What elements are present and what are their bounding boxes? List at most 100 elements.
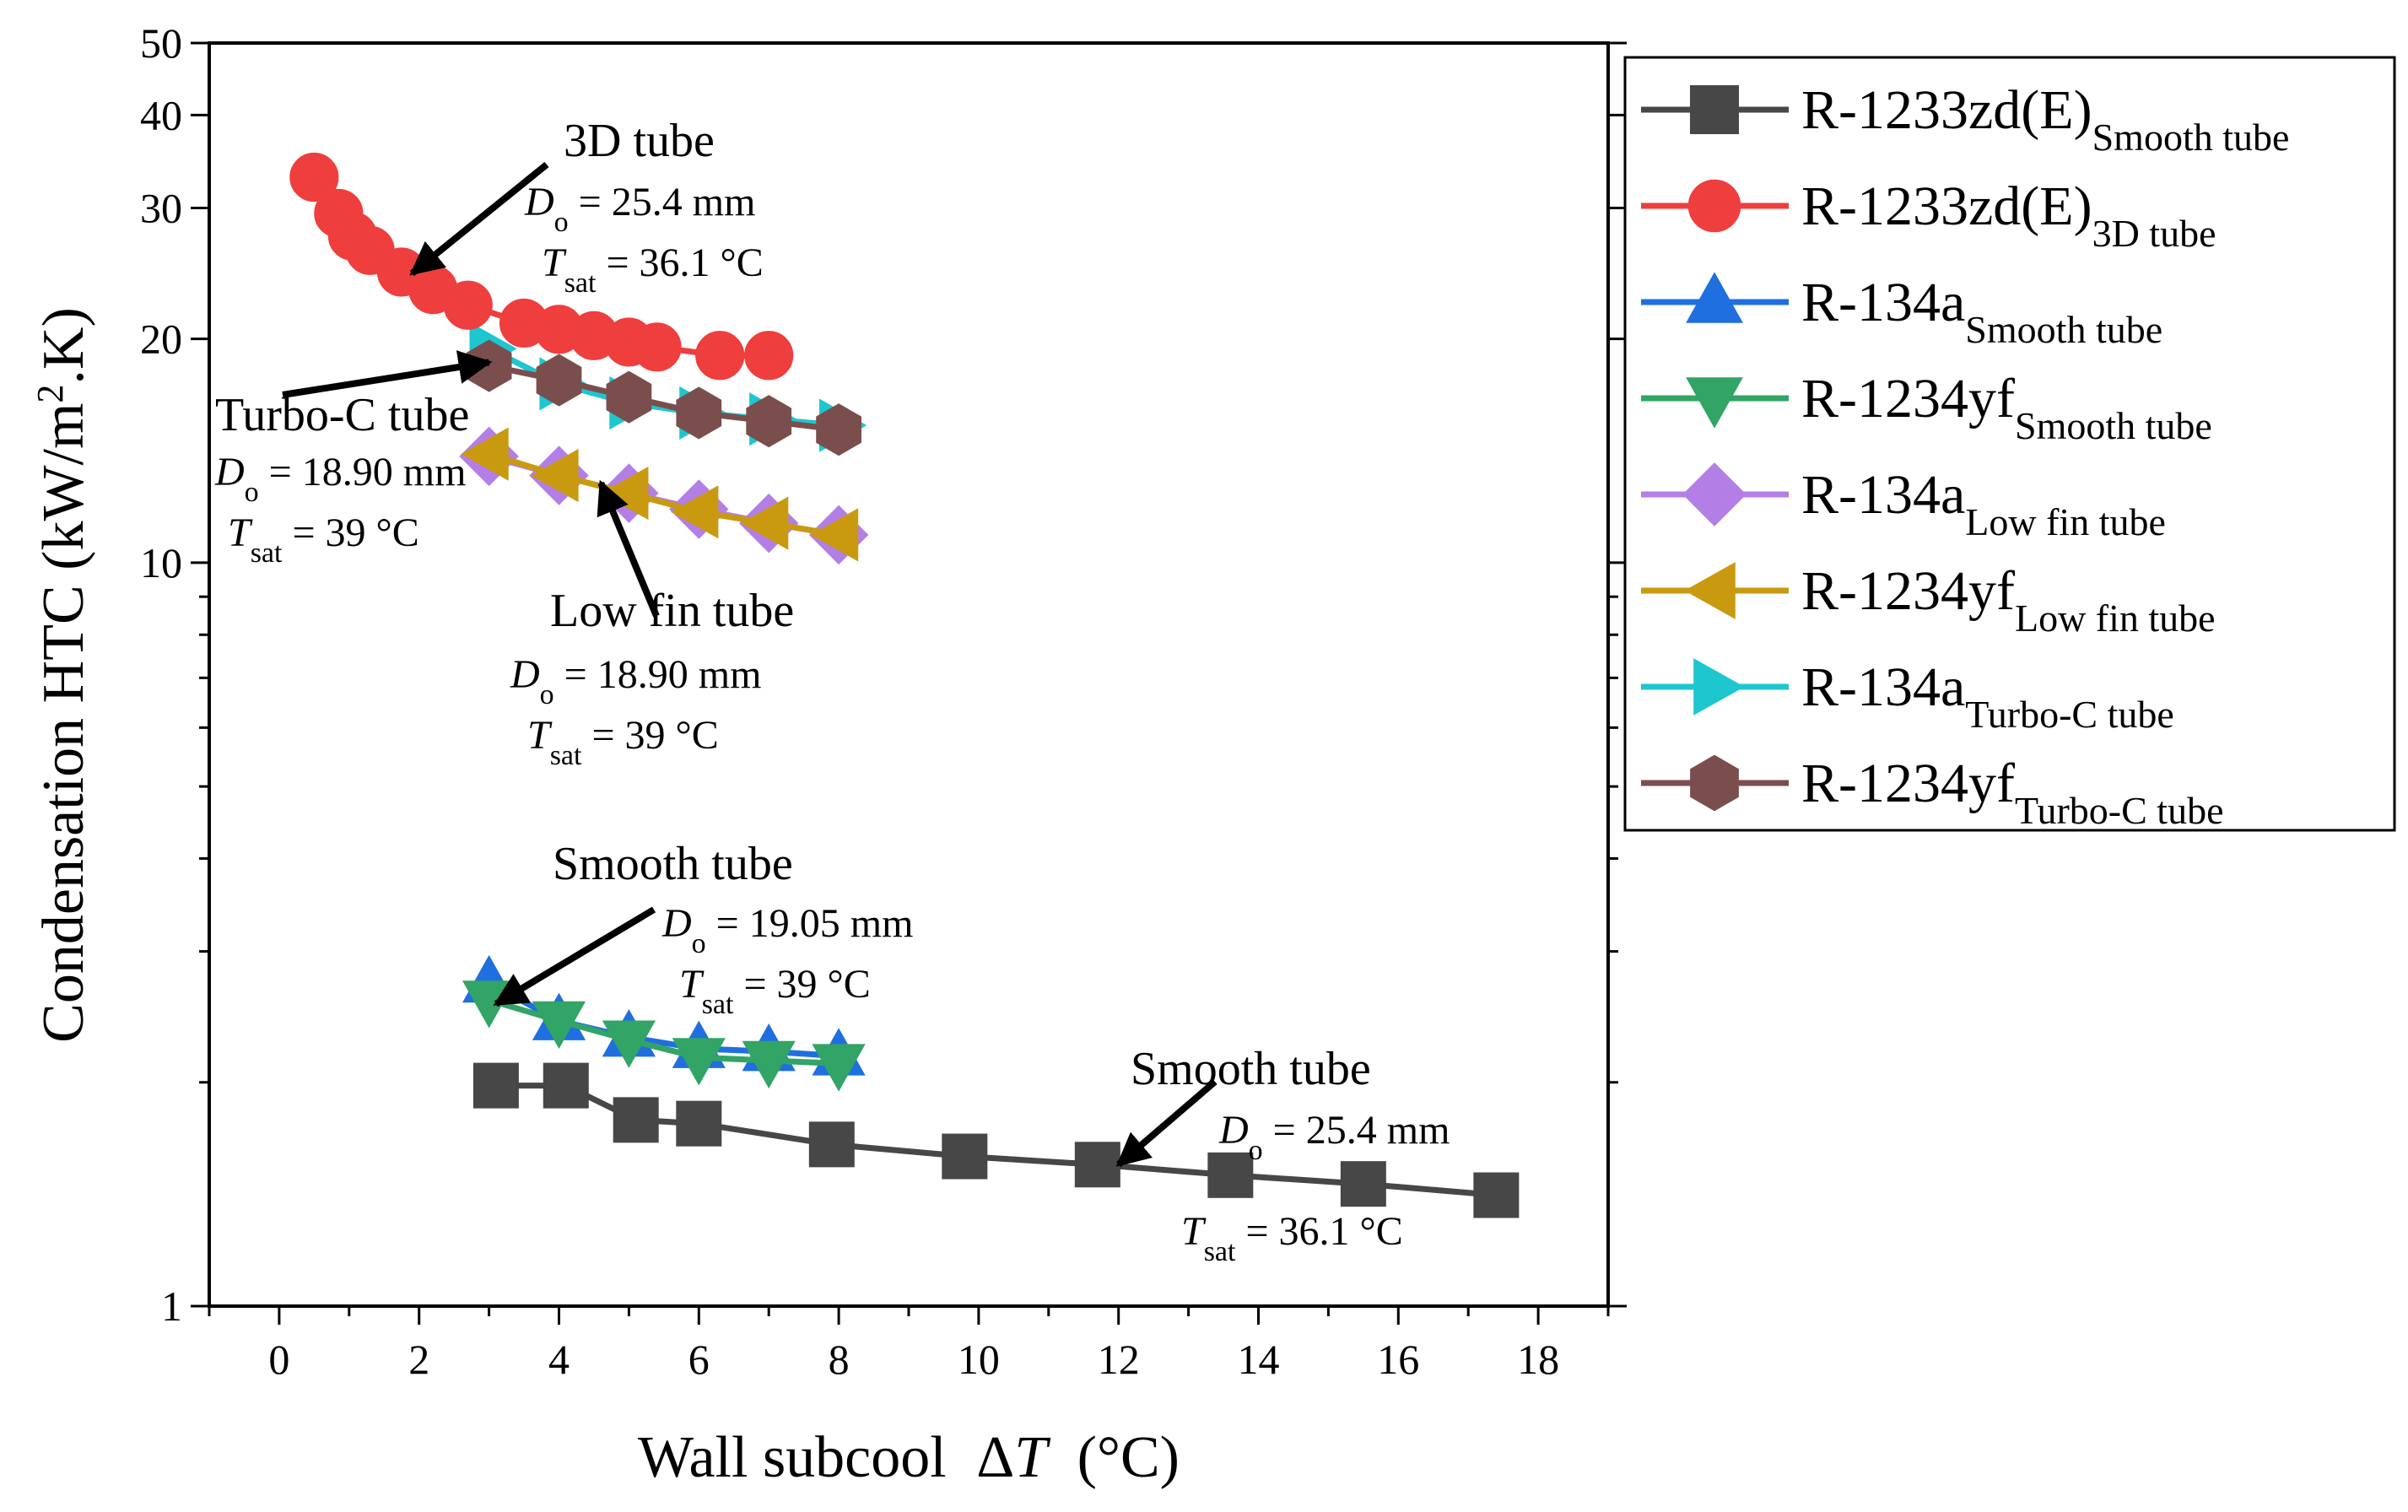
data-point	[532, 1001, 586, 1050]
annotation-line: Tsat = 39 °C	[527, 713, 719, 771]
annotation-line: Tsat = 36.1 °C	[542, 240, 764, 299]
x-tick-label: 4	[548, 1336, 570, 1383]
data-point	[812, 1044, 866, 1092]
x-axis-title-text: Wall subcool	[638, 1425, 947, 1490]
data-point	[676, 1100, 722, 1147]
legend-label: R-1234yfTurbo-C tube	[1801, 753, 2223, 832]
annotation-line: Do = 18.90 mm	[510, 652, 761, 710]
annotation-line: Do = 25.4 mm	[1218, 1108, 1450, 1166]
legend: R-1233zd(E)Smooth tube R-1233zd(E)3D tube…	[1641, 79, 2289, 832]
data-point	[808, 1121, 855, 1168]
data-point	[942, 1133, 988, 1180]
data-point	[1686, 377, 1743, 429]
annotation-title: Smooth tube	[553, 838, 793, 890]
data-point	[1473, 1172, 1520, 1218]
legend-item-6: R-134aTurbo-C tube	[1641, 656, 2174, 736]
series-1	[289, 152, 794, 381]
legend-label: R-1233zd(E)3D tube	[1801, 176, 2216, 255]
annotation-title: Smooth tube	[1131, 1043, 1371, 1095]
data-point	[1682, 462, 1747, 526]
data-point	[543, 1062, 589, 1109]
legend-label: R-1234yfLow fin tube	[1801, 560, 2216, 640]
series-4	[459, 426, 869, 565]
data-point	[1693, 658, 1745, 716]
data-point	[744, 331, 794, 381]
data-point	[1207, 1152, 1254, 1198]
data-point	[695, 331, 745, 381]
data-point	[742, 1040, 796, 1089]
data-point	[1690, 754, 1739, 812]
data-point	[816, 403, 861, 456]
y-tick-label: 40	[140, 91, 182, 138]
legend-box	[1623, 56, 2396, 832]
data-point	[443, 280, 493, 330]
data-point	[1690, 85, 1739, 134]
annotation-arrow	[409, 161, 549, 277]
legend-label: R-134aSmooth tube	[1801, 272, 2162, 351]
annotation-line: Do = 25.4 mm	[524, 180, 755, 238]
data-point	[606, 370, 652, 424]
annotation-arrow	[1115, 1078, 1217, 1168]
data-point	[740, 496, 789, 550]
legend-item-4: R-134aLow fin tube	[1641, 462, 2166, 543]
y-axis-title-end: .K)	[31, 307, 96, 384]
x-tick-label: 6	[688, 1336, 710, 1383]
legend-label: R-134aLow fin tube	[1801, 464, 2166, 543]
x-tick-label: 14	[1238, 1336, 1280, 1383]
data-point	[676, 386, 722, 440]
annotation-smooth-r1233: Smooth tube Do = 25.4 mm Tsat = 36.1 °C	[1115, 1043, 1450, 1267]
data-point	[671, 485, 719, 539]
legend-label: R-134aTurbo-C tube	[1801, 656, 2174, 736]
annotation-arrow	[493, 906, 656, 1007]
x-tick-label: 2	[408, 1336, 429, 1383]
annotation-line: Tsat = 39 °C	[228, 510, 419, 569]
y-tick-label: 1	[161, 1282, 182, 1330]
annotation-title: Low fin tube	[550, 585, 794, 637]
annotation-line: Do = 18.90 mm	[214, 450, 466, 508]
legend-item-0: R-1233zd(E)Smooth tube	[1641, 79, 2289, 159]
x-tick-label: 10	[958, 1336, 1000, 1383]
data-point	[810, 508, 859, 562]
legend-item-2: R-134aSmooth tube	[1641, 272, 2162, 351]
data-point	[672, 1038, 726, 1086]
data-point	[613, 1097, 659, 1143]
series-line	[495, 1083, 1497, 1198]
annotation-title: Turbo-C tube	[215, 389, 469, 441]
y-axis-title-sup: 2	[30, 385, 71, 403]
series-0	[472, 1062, 1520, 1218]
y-tick-label: 10	[140, 539, 182, 586]
x-tick-label: 18	[1517, 1336, 1559, 1383]
axis-ticks: 0 2 4 6 8 10 12 14 16 18 1 10 20 30 40 50	[140, 19, 1627, 1383]
x-axis-title-unit: (°C)	[1077, 1425, 1180, 1490]
annotation-title: 3D tube	[564, 115, 715, 167]
data-point	[1074, 1142, 1120, 1188]
legend-label: R-1233zd(E)Smooth tube	[1801, 79, 2289, 159]
annotation-line: Tsat = 39 °C	[679, 962, 871, 1020]
series-layer	[289, 152, 1520, 1218]
data-point	[746, 395, 792, 448]
y-axis-title: Condensation HTC (kW/m2.K)	[30, 307, 97, 1043]
x-axis-title-symbol: ΔT	[976, 1425, 1051, 1490]
data-point	[1340, 1161, 1386, 1207]
y-tick-label: 50	[140, 19, 182, 67]
data-point	[289, 152, 339, 202]
data-point	[472, 1062, 519, 1109]
data-point	[536, 354, 582, 407]
data-point	[1684, 562, 1736, 619]
annotation-line: Tsat = 36.1 °C	[1181, 1209, 1403, 1267]
data-point	[461, 427, 509, 481]
y-tick-label: 20	[140, 316, 182, 363]
x-tick-label: 16	[1377, 1336, 1419, 1383]
data-point	[1686, 272, 1743, 323]
legend-item-7: R-1234yfTurbo-C tube	[1641, 753, 2223, 832]
y-axis-title-main: Condensation HTC (kW/m	[31, 403, 96, 1043]
x-tick-label: 0	[268, 1336, 289, 1383]
x-tick-label: 12	[1098, 1336, 1140, 1383]
series-5	[461, 427, 859, 562]
